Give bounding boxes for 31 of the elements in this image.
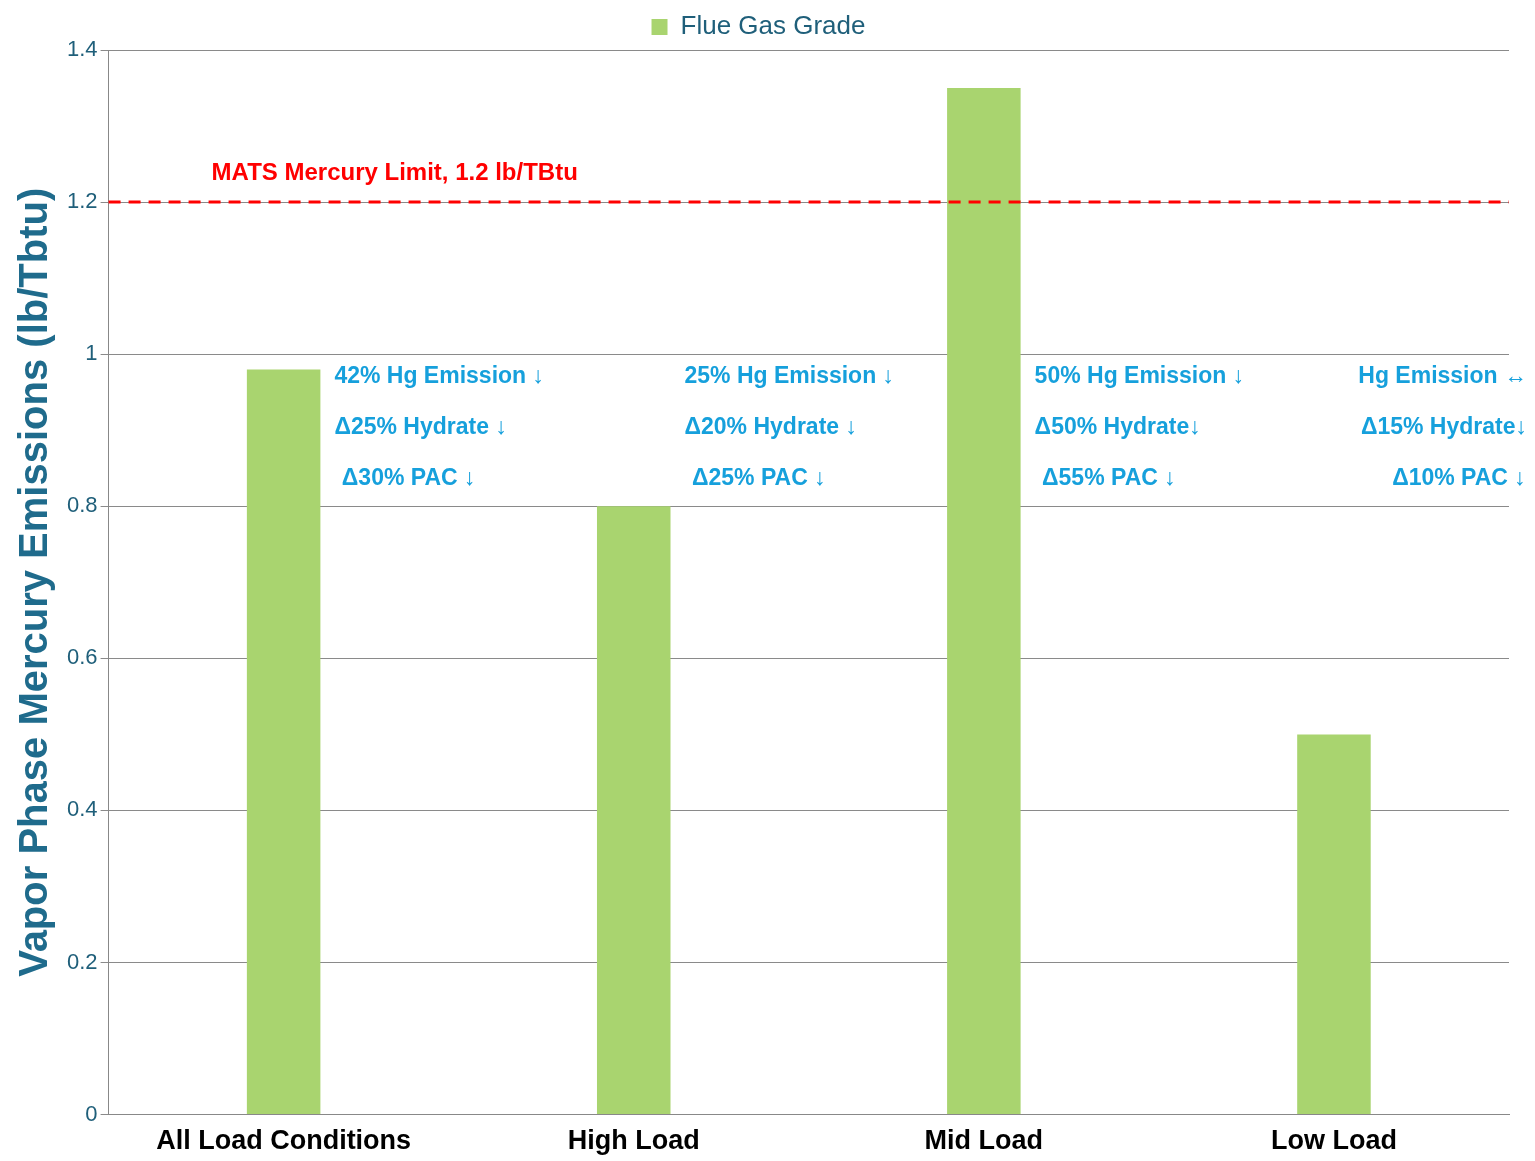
annotation: Hg Emission ↔ (1358, 362, 1528, 389)
y-tick-label: 0 (85, 1100, 98, 1126)
y-tick-label: 1.4 (66, 36, 98, 62)
annotation: 50% Hg Emission ↓ (1034, 362, 1245, 389)
y-tick-label: 0.2 (66, 948, 98, 974)
y-tick-label: 0.6 (66, 644, 98, 670)
annotation: Δ15% Hydrate↓ (1360, 413, 1528, 440)
annotation: Δ25% Hydrate ↓ (334, 413, 507, 440)
annotation: Δ20% Hydrate ↓ (684, 413, 857, 440)
annotation: 25% Hg Emission ↓ (684, 362, 895, 389)
annotation: Δ55% PAC ↓ (1042, 464, 1176, 491)
bar (1297, 734, 1371, 1115)
bar (947, 88, 1021, 1115)
x-tick-label: All Load Conditions (156, 1125, 412, 1156)
y-axis-title: Vapor Phase Mercury Emissions (lb/Tbtu) (11, 187, 56, 977)
bar (596, 506, 671, 1115)
bar (246, 369, 321, 1115)
ref-line-label: MATS Mercury Limit, 1.2 lb/TBtu (211, 157, 578, 185)
x-tick-label: Low Load (1270, 1125, 1397, 1156)
y-tick-label: 0.8 (66, 492, 98, 518)
annotation: Δ50% Hydrate↓ (1034, 413, 1201, 440)
annotation: Δ25% PAC ↓ (691, 464, 826, 491)
legend-label: Flue Gas Grade (680, 10, 866, 41)
x-tick-label: High Load (567, 1125, 700, 1156)
y-tick-label: 1.2 (66, 188, 98, 214)
x-tick-label: Mid Load (924, 1125, 1044, 1156)
annotation: 42% Hg Emission ↓ (334, 362, 545, 389)
annotation: Δ30% PAC ↓ (341, 464, 476, 491)
y-tick-label: 0.4 (66, 796, 98, 822)
y-tick-label: 1 (85, 340, 98, 366)
annotation: Δ10% PAC ↓ (1392, 464, 1526, 491)
